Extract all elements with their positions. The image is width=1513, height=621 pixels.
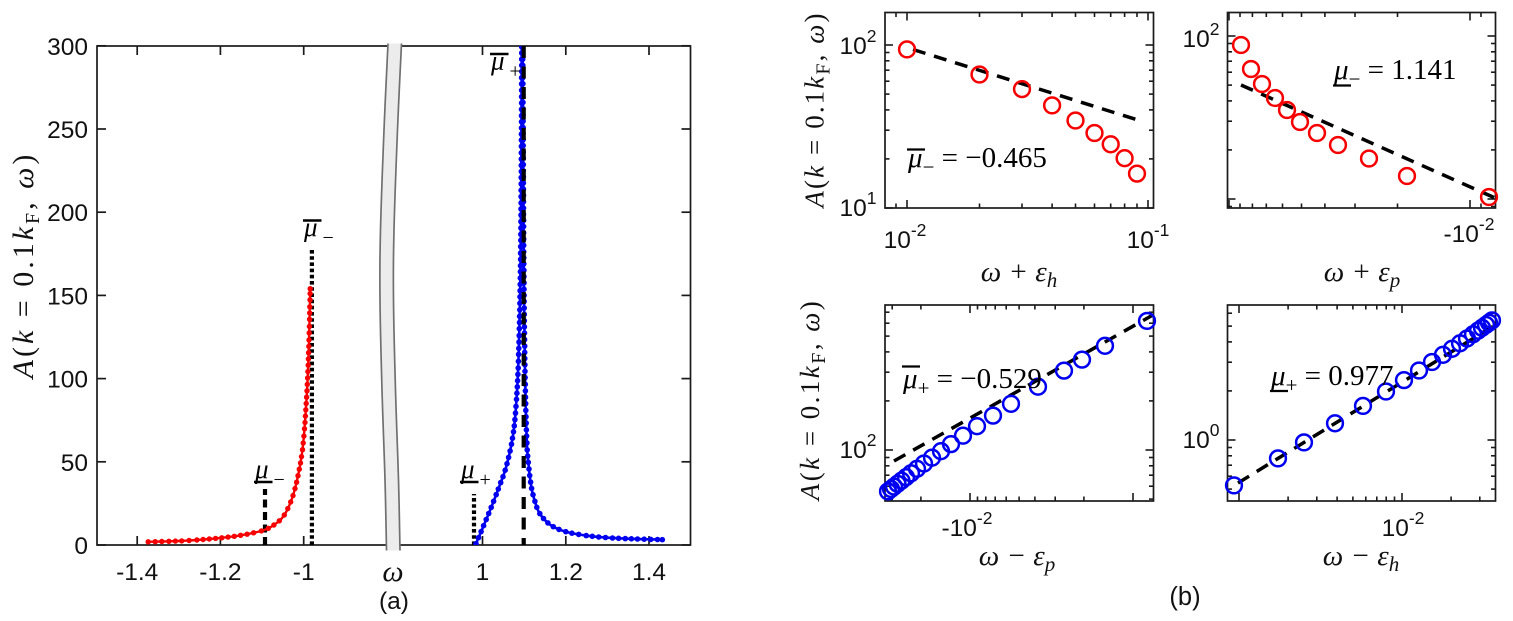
svg-text:50: 50 xyxy=(61,450,88,477)
svg-text:A(k = 0.1kF, ω): A(k = 0.1kF, ω) xyxy=(7,152,44,381)
svg-text:0: 0 xyxy=(74,533,88,560)
svg-text:ω: ω xyxy=(382,555,403,588)
svg-text:ω + εh: ω + εh xyxy=(981,256,1057,292)
svg-text:ω − εp: ω − εp xyxy=(979,540,1055,576)
svg-text:1.4: 1.4 xyxy=(632,559,666,586)
svg-text:A(k = 0.1kF, ω): A(k = 0.1kF, ω) xyxy=(800,11,835,209)
svg-text:10-2: 10-2 xyxy=(1382,508,1425,542)
svg-text:100: 100 xyxy=(1183,420,1220,454)
svg-text:1: 1 xyxy=(476,559,490,586)
svg-text:(a): (a) xyxy=(379,588,409,615)
svg-text:250: 250 xyxy=(47,117,88,144)
svg-text:ω − εh: ω − εh xyxy=(1323,540,1399,576)
svg-text:μ: μ xyxy=(303,212,318,242)
svg-text:−: − xyxy=(274,469,285,491)
svg-text:10-1: 10-1 xyxy=(1127,220,1170,254)
svg-text:-1: -1 xyxy=(293,559,315,586)
svg-text:300: 300 xyxy=(47,34,88,61)
svg-text:-1.4: -1.4 xyxy=(116,559,158,586)
svg-text:-10-2: -10-2 xyxy=(942,508,993,542)
svg-text:A(k = 0.1kF, ω): A(k = 0.1kF, ω) xyxy=(795,299,830,502)
svg-text:102: 102 xyxy=(840,430,877,464)
svg-text:-10-2: -10-2 xyxy=(1444,214,1495,248)
svg-text:μ: μ xyxy=(254,454,269,484)
svg-text:μ− = −0.465: μ− = −0.465 xyxy=(907,142,1047,179)
svg-text:μ: μ xyxy=(490,46,505,76)
svg-text:ω + εp: ω + εp xyxy=(1324,256,1400,292)
svg-text:100: 100 xyxy=(47,367,88,394)
svg-text:+: + xyxy=(510,61,521,83)
svg-text:102: 102 xyxy=(1183,19,1220,53)
svg-text:-1.2: -1.2 xyxy=(199,559,241,586)
svg-text:200: 200 xyxy=(47,200,88,227)
svg-text:102: 102 xyxy=(840,26,877,60)
svg-text:(b): (b) xyxy=(1169,583,1200,611)
svg-text:μ− = 1.141: μ− = 1.141 xyxy=(1333,54,1457,91)
svg-text:−: − xyxy=(323,227,334,249)
svg-text:+: + xyxy=(480,469,491,491)
svg-text:μ: μ xyxy=(460,454,475,484)
svg-text:101: 101 xyxy=(840,188,877,222)
svg-text:10-2: 10-2 xyxy=(884,220,927,254)
svg-text:150: 150 xyxy=(47,283,88,310)
svg-text:1.2: 1.2 xyxy=(549,559,583,586)
svg-text:μ+ = 0.977: μ+ = 0.977 xyxy=(1270,360,1394,397)
svg-text:μ+ = −0.529: μ+ = −0.529 xyxy=(902,363,1042,400)
